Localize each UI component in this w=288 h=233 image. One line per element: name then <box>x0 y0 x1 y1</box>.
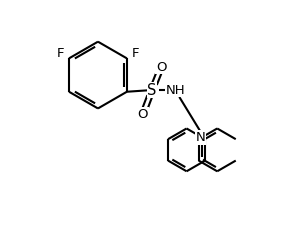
Text: F: F <box>132 47 139 60</box>
Text: O: O <box>138 108 148 121</box>
Text: O: O <box>156 61 166 73</box>
Text: N: N <box>196 131 205 144</box>
Text: F: F <box>57 47 65 60</box>
Text: NH: NH <box>165 83 185 96</box>
Text: S: S <box>147 82 157 98</box>
